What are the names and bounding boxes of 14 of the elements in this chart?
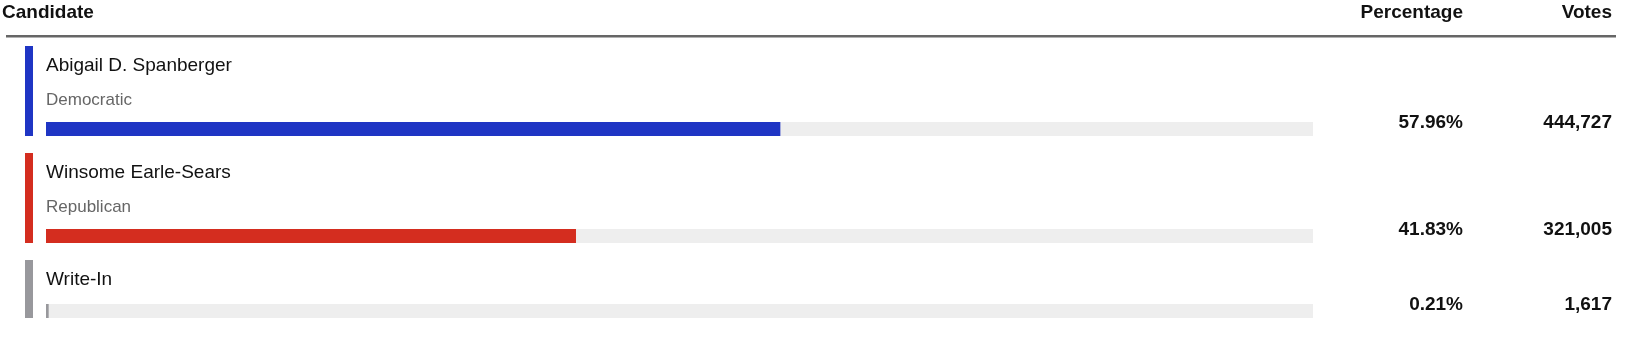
text: 444,727 (1543, 111, 1612, 132)
text: 1,617 (1564, 293, 1612, 314)
y-tick-label: Winsome Earle-Sears (46, 161, 231, 182)
annotation: Republican (46, 197, 132, 216)
y-axis-title: Candidate (2, 1, 94, 22)
y-tick-label: Abigail D. Spanberger (46, 54, 233, 75)
text: Votes (1561, 1, 1612, 22)
text: Percentage (1360, 1, 1463, 22)
data-label: 0.21% (1409, 293, 1464, 314)
annotation: Democratic (46, 90, 133, 109)
data-label: 57.96% (1398, 111, 1464, 132)
data-label: 41.83% (1398, 218, 1464, 239)
y-tick-label: Write-In (46, 268, 113, 289)
text: 321,005 (1543, 218, 1612, 239)
